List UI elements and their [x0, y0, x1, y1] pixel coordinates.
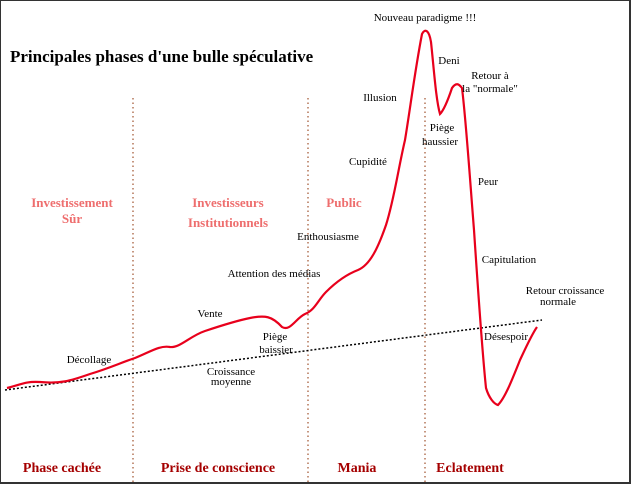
phase-dividers: [132, 98, 426, 483]
annotation: Cupidité: [349, 156, 387, 168]
annotation: Nouveau paradigme !!!: [374, 12, 477, 24]
phase-label: Mania: [338, 461, 377, 476]
annotation: Retour à la "normale": [462, 70, 518, 95]
annotation: Capitulation: [482, 254, 537, 266]
annotation: Attention des médias: [228, 268, 321, 280]
annotation: Croissance moyenne: [207, 366, 255, 388]
annotation: Retour croissance normale: [526, 285, 605, 308]
title: Principales phases d'une bulle spéculati…: [10, 47, 314, 66]
phase-label: Prise de conscience: [161, 461, 275, 476]
annotation: Enthousiasme: [297, 231, 359, 243]
annotation: Désespoir: [484, 331, 528, 343]
phase-label: Eclatement: [436, 461, 504, 476]
annotation: Peur: [478, 176, 499, 188]
group-label: Public: [326, 195, 362, 210]
annotation: Décollage: [67, 354, 112, 366]
bubble-curve: [6, 29, 538, 407]
annotation: Deni: [438, 55, 459, 67]
annotation: Piège baissier: [259, 331, 293, 356]
annotation: Illusion: [363, 92, 397, 104]
annotation: Piège haussier: [422, 122, 458, 148]
group-label: Investisseurs Institutionnels: [188, 195, 268, 230]
annotations: Nouveau paradigme !!! Deni Retour à la "n…: [67, 12, 605, 388]
group-label: Investissement Sûr: [31, 195, 113, 226]
annotation: Vente: [197, 308, 222, 320]
phase-label: Phase cachée: [23, 461, 101, 476]
